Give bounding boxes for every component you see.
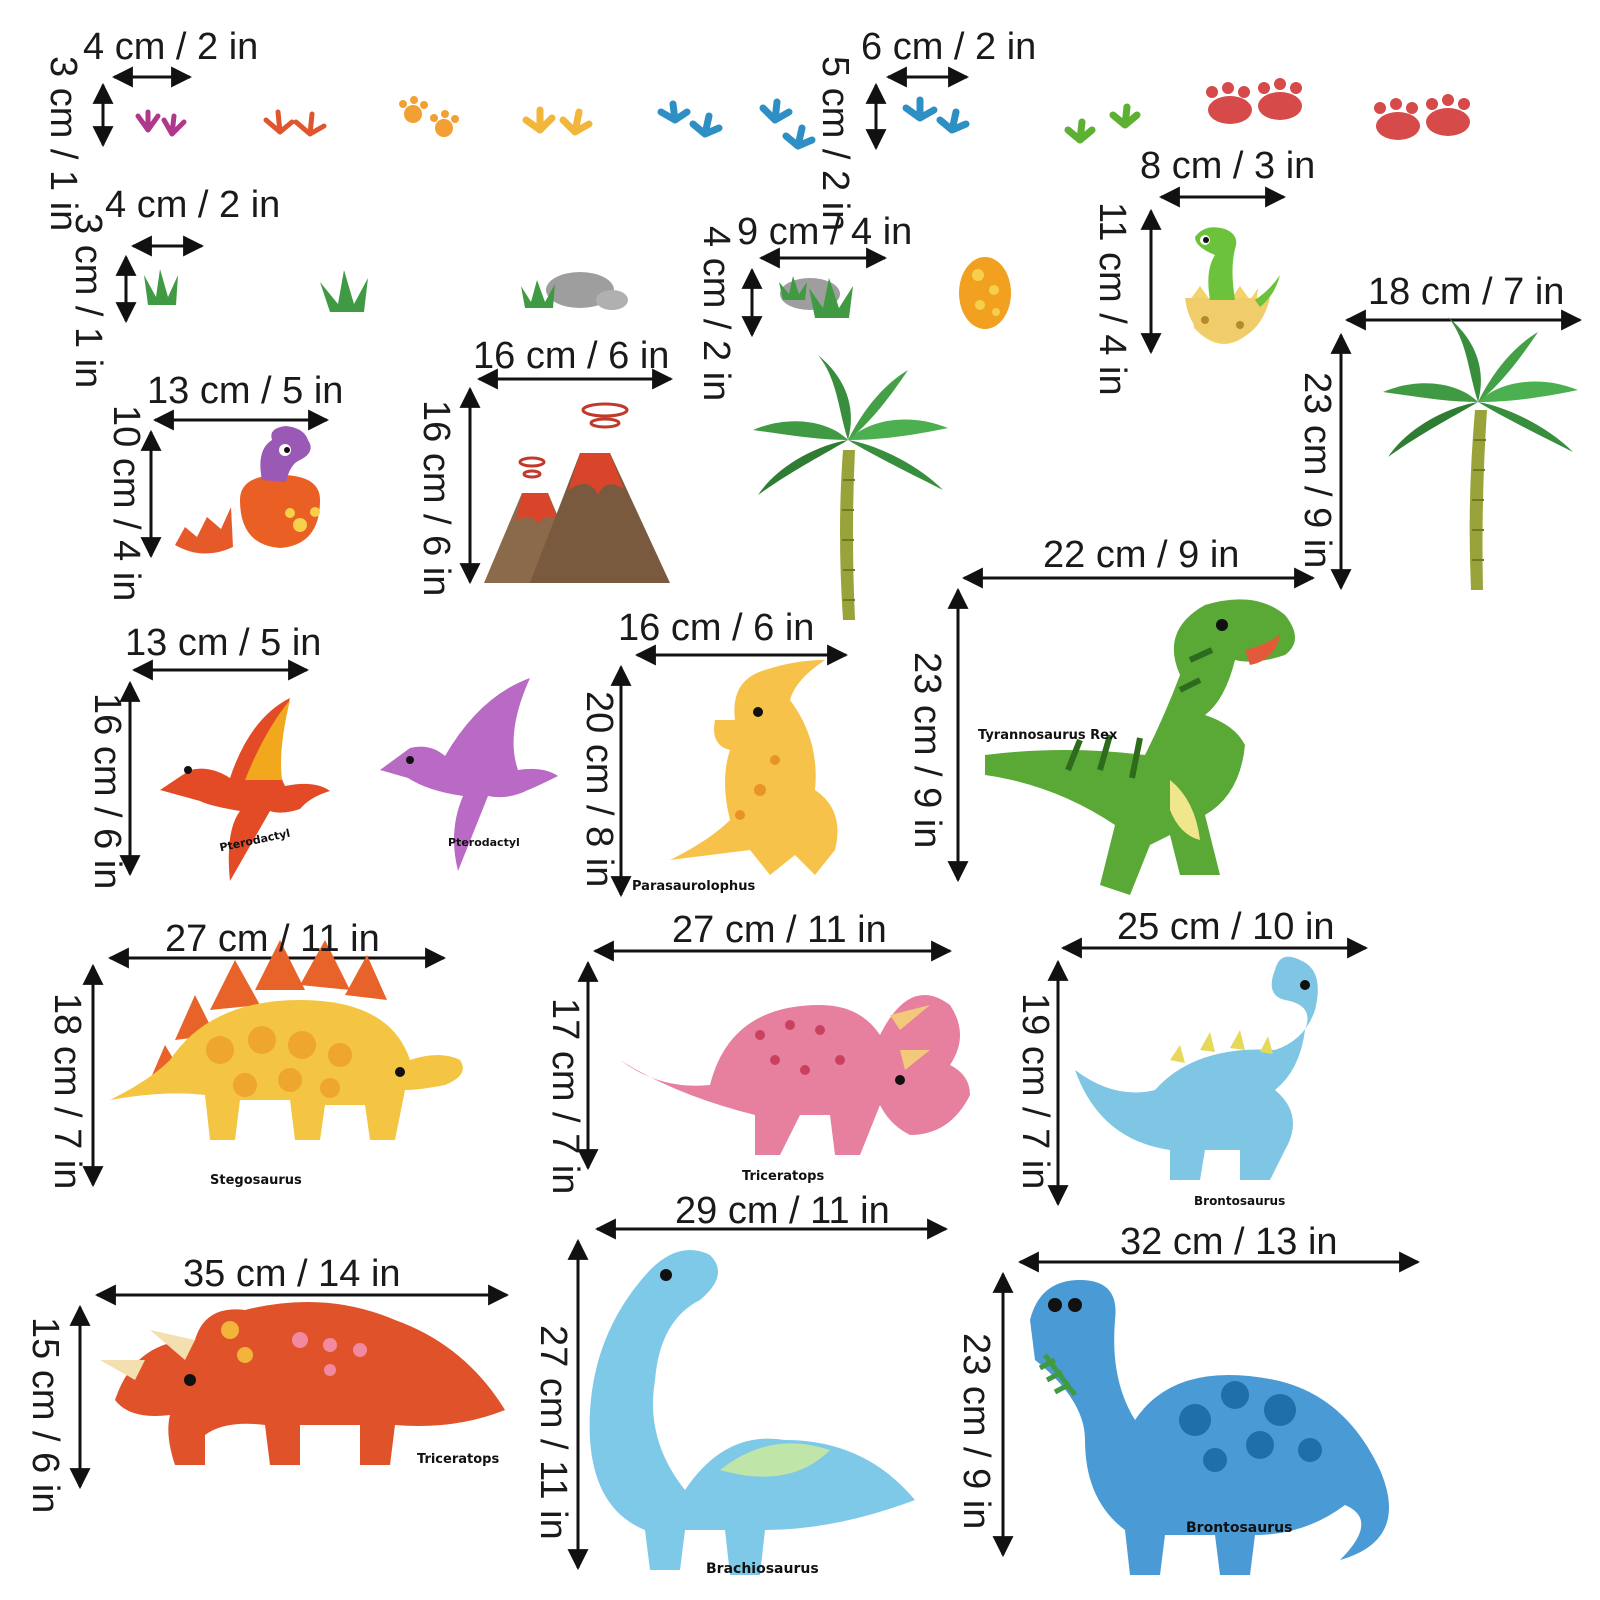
- dimension-arrows: [69, 66, 1583, 1571]
- brontosaurus-dark-label: Brontosaurus: [1186, 1520, 1293, 1536]
- footprints-large-width: 6 cm / 2 in: [861, 26, 1037, 68]
- palm-tree-left: [753, 355, 948, 620]
- trex-height: 23 cm / 9 in: [906, 652, 948, 849]
- brontosaurus-dark: [1030, 1280, 1389, 1575]
- purple-hatchling: [175, 426, 320, 554]
- triceratops-pink-height: 17 cm / 7 in: [544, 998, 586, 1195]
- grass-height: 3 cm / 1 in: [67, 213, 109, 389]
- footprints-small-width: 4 cm / 2 in: [83, 26, 259, 68]
- pterodactyl-purple-label: Pterodactyl: [448, 836, 520, 849]
- palm-tree-height: 23 cm / 9 in: [1296, 372, 1338, 569]
- brontosaurus-light-height: 19 cm / 7 in: [1014, 993, 1056, 1190]
- palm-tree-width: 18 cm / 7 in: [1368, 271, 1565, 313]
- brontosaurus-dark-height: 23 cm / 9 in: [955, 1333, 997, 1530]
- palm-tree-right: [1383, 317, 1578, 590]
- stegosaurus-height: 18 cm / 7 in: [46, 993, 88, 1190]
- triceratops-pink-width: 27 cm / 11 in: [672, 909, 887, 951]
- triceratops-pink-label: Triceratops: [742, 1169, 825, 1184]
- triceratops-red-width: 35 cm / 14 in: [183, 1253, 401, 1295]
- pterodactyl-purple: [380, 678, 558, 871]
- green-hatchling-height: 11 cm / 4 in: [1091, 202, 1133, 396]
- rock-grass-width: 9 cm / 4 in: [737, 211, 913, 253]
- stegosaurus: [110, 940, 463, 1140]
- pterodactyl-red: [160, 698, 330, 881]
- volcano-height: 16 cm / 6 in: [415, 400, 457, 597]
- parasaurolophus: [670, 660, 838, 875]
- purple-hatchling-height: 10 cm / 4 in: [105, 405, 147, 602]
- triceratops-red: [100, 1302, 505, 1465]
- triceratops-pink: [620, 995, 970, 1155]
- brontosaurus-light-label: Brontosaurus: [1194, 1194, 1286, 1208]
- stegosaurus-width: 27 cm / 11 in: [165, 918, 380, 960]
- parasaurolophus-width: 16 cm / 6 in: [618, 607, 815, 649]
- brachiosaurus-height: 27 cm / 11 in: [532, 1325, 574, 1540]
- brontosaurus-light: [1075, 956, 1318, 1180]
- triceratops-red-height: 15 cm / 6 in: [24, 1317, 66, 1514]
- brontosaurus-light-width: 25 cm / 10 in: [1117, 906, 1335, 948]
- brachiosaurus-width: 29 cm / 11 in: [675, 1190, 890, 1232]
- parasaurolophus-height: 20 cm / 8 in: [578, 691, 620, 888]
- footprints-large-height: 5 cm / 2 in: [814, 56, 856, 232]
- footprints: [135, 78, 1470, 150]
- triceratops-red-label: Triceratops: [417, 1452, 500, 1467]
- green-hatchling-width: 8 cm / 3 in: [1140, 145, 1316, 187]
- pterodactyl-height: 16 cm / 6 in: [86, 693, 128, 890]
- volcanoes: [484, 402, 670, 583]
- grass-and-rocks: [144, 269, 853, 318]
- green-hatchling: [1185, 227, 1280, 344]
- grass-width: 4 cm / 2 in: [105, 184, 281, 226]
- tyrannosaurus-rex: [985, 599, 1295, 895]
- brontosaurus-dark-width: 32 cm / 13 in: [1120, 1221, 1338, 1263]
- brachiosaurus-label: Brachiosaurus: [706, 1561, 819, 1577]
- parasaurolophus-label: Parasaurolophus: [632, 879, 756, 894]
- egg: [959, 257, 1011, 329]
- stegosaurus-label: Stegosaurus: [210, 1173, 302, 1188]
- rock-grass-height: 4 cm / 2 in: [695, 226, 737, 402]
- purple-hatchling-width: 13 cm / 5 in: [147, 370, 344, 412]
- trex-label: Tyrannosaurus Rex: [978, 728, 1118, 743]
- footprints-small-height: 3 cm / 1 in: [42, 56, 84, 232]
- pterodactyl-width: 13 cm / 5 in: [125, 622, 322, 664]
- volcano-width: 16 cm / 6 in: [473, 335, 670, 377]
- trex-width: 22 cm / 9 in: [1043, 534, 1240, 576]
- brachiosaurus: [589, 1250, 915, 1575]
